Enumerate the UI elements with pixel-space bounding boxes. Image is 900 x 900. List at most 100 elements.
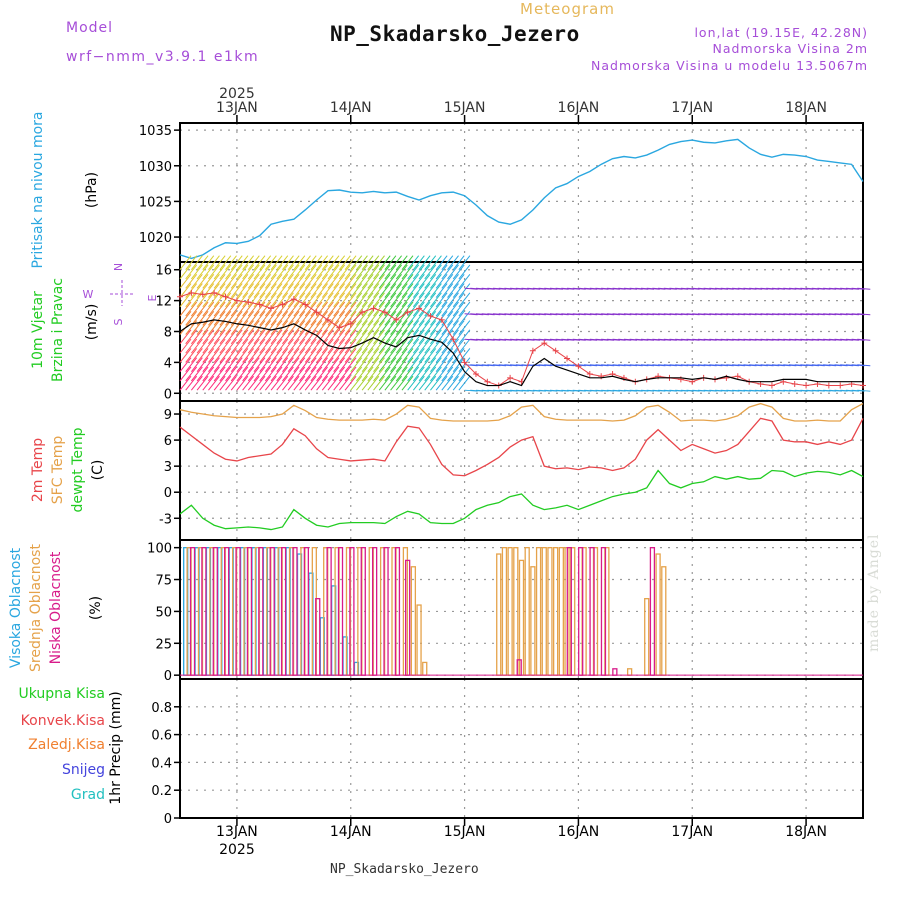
compass-north: N	[112, 263, 125, 271]
wind-barb	[378, 311, 391, 326]
wind-barb	[384, 329, 397, 345]
wind-barb	[412, 338, 425, 354]
wind-barb	[435, 301, 448, 317]
wind-barb	[401, 320, 414, 335]
low-cloud-bar	[589, 547, 595, 676]
wind-barb	[367, 329, 380, 345]
wind-barb	[418, 301, 431, 317]
wind-barb	[401, 357, 414, 372]
y-tick-label: 16	[155, 264, 172, 279]
wind-barb	[242, 283, 255, 298]
panel-frame	[179, 400, 864, 541]
wind-barb	[179, 264, 192, 280]
wind-barb	[327, 375, 340, 391]
wind-barb	[321, 301, 334, 317]
wind-barb	[282, 255, 294, 271]
wind-barb	[356, 283, 368, 298]
wind-barb	[213, 273, 226, 289]
pressure-axis-label: Pritisak na nivou mora	[30, 111, 46, 268]
wind-barb	[361, 255, 374, 271]
wind-barb	[304, 348, 317, 363]
wind-barb	[225, 338, 237, 354]
compass-east: E	[146, 294, 159, 301]
wind-barb	[316, 338, 328, 354]
model-name: wrf−nmm_v3.9.1 e1km	[66, 49, 260, 65]
wind-barb	[196, 329, 209, 345]
wind-barb	[276, 273, 289, 289]
wind-barb	[316, 375, 328, 391]
precip-legend-4: Grad	[71, 787, 105, 803]
wind-barb	[242, 273, 255, 289]
wind-barb	[179, 301, 192, 317]
precip-axis-label: 1hr Precip (mm)	[108, 691, 124, 804]
wind-barb	[236, 301, 249, 317]
wind-barb	[299, 264, 311, 280]
wind-barb	[412, 311, 425, 326]
high-cloud-label: Visoka Oblacnost	[8, 547, 24, 668]
wind-barb	[247, 348, 260, 363]
wind-barb	[219, 273, 232, 289]
wind-barb	[299, 255, 311, 271]
y-tick-label: 0	[164, 812, 172, 827]
low-cloud-bar	[201, 547, 207, 676]
wind-barb	[857, 364, 871, 367]
wind-barb	[293, 264, 306, 280]
wind-barb	[452, 329, 465, 345]
wind-barb	[310, 311, 323, 326]
wind-barb	[356, 320, 368, 335]
wind-gust-marker	[768, 382, 775, 389]
wind-barb	[264, 375, 277, 391]
wind-barb	[259, 366, 272, 382]
wind-barb	[225, 273, 237, 289]
wind-barb	[321, 320, 334, 335]
wind-barb	[259, 375, 272, 391]
station-title: NP_Skadarsko_Jezero	[330, 22, 580, 46]
wind-barb	[401, 366, 414, 382]
wind-barb	[327, 264, 340, 280]
wind-barb	[253, 338, 266, 354]
wind-barb	[230, 366, 243, 382]
wind-barb	[344, 292, 357, 308]
wind-barb	[259, 348, 272, 363]
wind-barb	[435, 357, 448, 372]
wind-barb	[395, 273, 408, 289]
wind-barb	[401, 311, 414, 326]
wind-barb	[430, 375, 442, 391]
wind-barb	[276, 338, 289, 354]
wind-barb	[304, 311, 317, 326]
wind-barb	[219, 357, 232, 372]
wind-barb	[333, 311, 346, 326]
wind-barb	[361, 366, 374, 382]
wind-barb	[270, 311, 283, 326]
wind-barb	[270, 264, 283, 280]
wind-barb	[304, 338, 317, 354]
wind-barb	[412, 348, 425, 363]
wind-barb	[361, 338, 374, 354]
wind-barb	[276, 348, 289, 363]
wind-barb	[321, 292, 334, 308]
wind-barb	[458, 264, 471, 280]
wind-barb	[293, 348, 306, 363]
wind-barb	[208, 311, 220, 326]
wind-barb	[310, 255, 323, 271]
wind-barb	[395, 375, 408, 391]
wind-barb	[299, 273, 311, 289]
mid-cloud-bar	[496, 553, 502, 676]
y-tick-label: 100	[147, 542, 172, 557]
wind-barb	[435, 348, 448, 363]
wind-barb	[247, 357, 260, 372]
wind-gust-marker	[233, 297, 240, 304]
wind-barb	[430, 264, 442, 280]
wind-barb	[236, 264, 249, 280]
mid-cloud-label: Srednja Oblacnost	[28, 544, 44, 672]
wind-gust-marker	[211, 289, 218, 296]
wind-barb	[287, 348, 300, 363]
wind-barb	[441, 273, 454, 289]
wind-barb	[857, 338, 871, 341]
wind-barb	[321, 366, 334, 382]
wind-barb	[299, 301, 311, 317]
wind-barb	[430, 255, 442, 271]
wind-barb	[185, 311, 198, 326]
wind-barb	[202, 301, 215, 317]
wind-barb	[310, 348, 323, 363]
